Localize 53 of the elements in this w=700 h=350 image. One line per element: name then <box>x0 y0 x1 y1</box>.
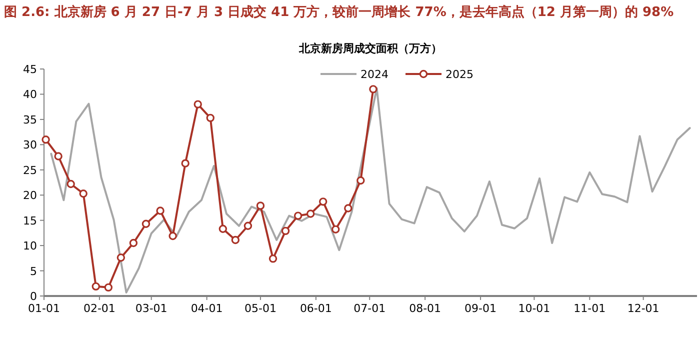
y-tick-label: 30 <box>23 138 37 152</box>
y-tick-label: 5 <box>30 264 37 278</box>
point <box>244 222 252 230</box>
legend-label: 2025 <box>446 68 474 81</box>
x-tick-label: 04-01 <box>190 302 223 315</box>
x-tick-label: 08-01 <box>409 302 442 315</box>
point <box>54 152 62 160</box>
point <box>231 236 240 244</box>
point <box>281 226 290 236</box>
x-tick-label: 06-01 <box>300 302 332 315</box>
y-tick-label: 25 <box>23 164 37 177</box>
x-tick-label: 12-01 <box>627 302 660 315</box>
x-tick-label: 02-01 <box>83 302 116 315</box>
chart-subtitle: 北京新房周成交面积（万方） <box>298 42 442 55</box>
point <box>92 282 100 291</box>
x-tick-label: 07-01 <box>354 302 386 315</box>
point <box>116 254 126 262</box>
point <box>356 176 365 185</box>
point <box>344 204 352 212</box>
x-tick-label: 10-01 <box>518 302 550 315</box>
y-tick-label: 15 <box>23 214 37 228</box>
legend-label: 2024 <box>360 68 388 81</box>
point <box>206 114 214 122</box>
x-tick-label: 05-01 <box>244 302 276 315</box>
y-tick-label: 20 <box>23 189 37 202</box>
point <box>256 202 265 210</box>
point <box>318 198 328 206</box>
point <box>306 210 315 218</box>
y-tick-label: 40 <box>23 88 37 102</box>
y-tick-label: 0 <box>30 290 37 303</box>
x-tick-label: 01-01 <box>28 302 60 315</box>
chart-title: 图 2.6: 北京新房 6 月 27 日-7 月 3 日成交 41 万方，较前一周增长 77%，是去年高点（12 月第一周）的 98% <box>4 4 674 20</box>
x-tick-label: 11-01 <box>574 302 606 315</box>
y-tick-label: 45 <box>23 63 37 76</box>
x-tick-label: 03-01 <box>135 302 168 315</box>
point <box>369 85 378 94</box>
point <box>332 225 340 234</box>
point <box>79 190 88 198</box>
point <box>42 136 50 144</box>
point <box>181 159 190 168</box>
point <box>294 212 302 220</box>
point <box>168 232 177 240</box>
point <box>129 238 138 248</box>
point <box>104 283 113 292</box>
x-tick-label: 09-01 <box>464 302 497 315</box>
point <box>218 224 228 234</box>
point <box>268 254 278 263</box>
y-tick-label: 35 <box>23 113 37 126</box>
point <box>194 100 202 108</box>
y-tick-label: 10 <box>23 240 37 253</box>
point <box>66 180 75 188</box>
point <box>142 220 150 228</box>
point <box>156 206 164 215</box>
